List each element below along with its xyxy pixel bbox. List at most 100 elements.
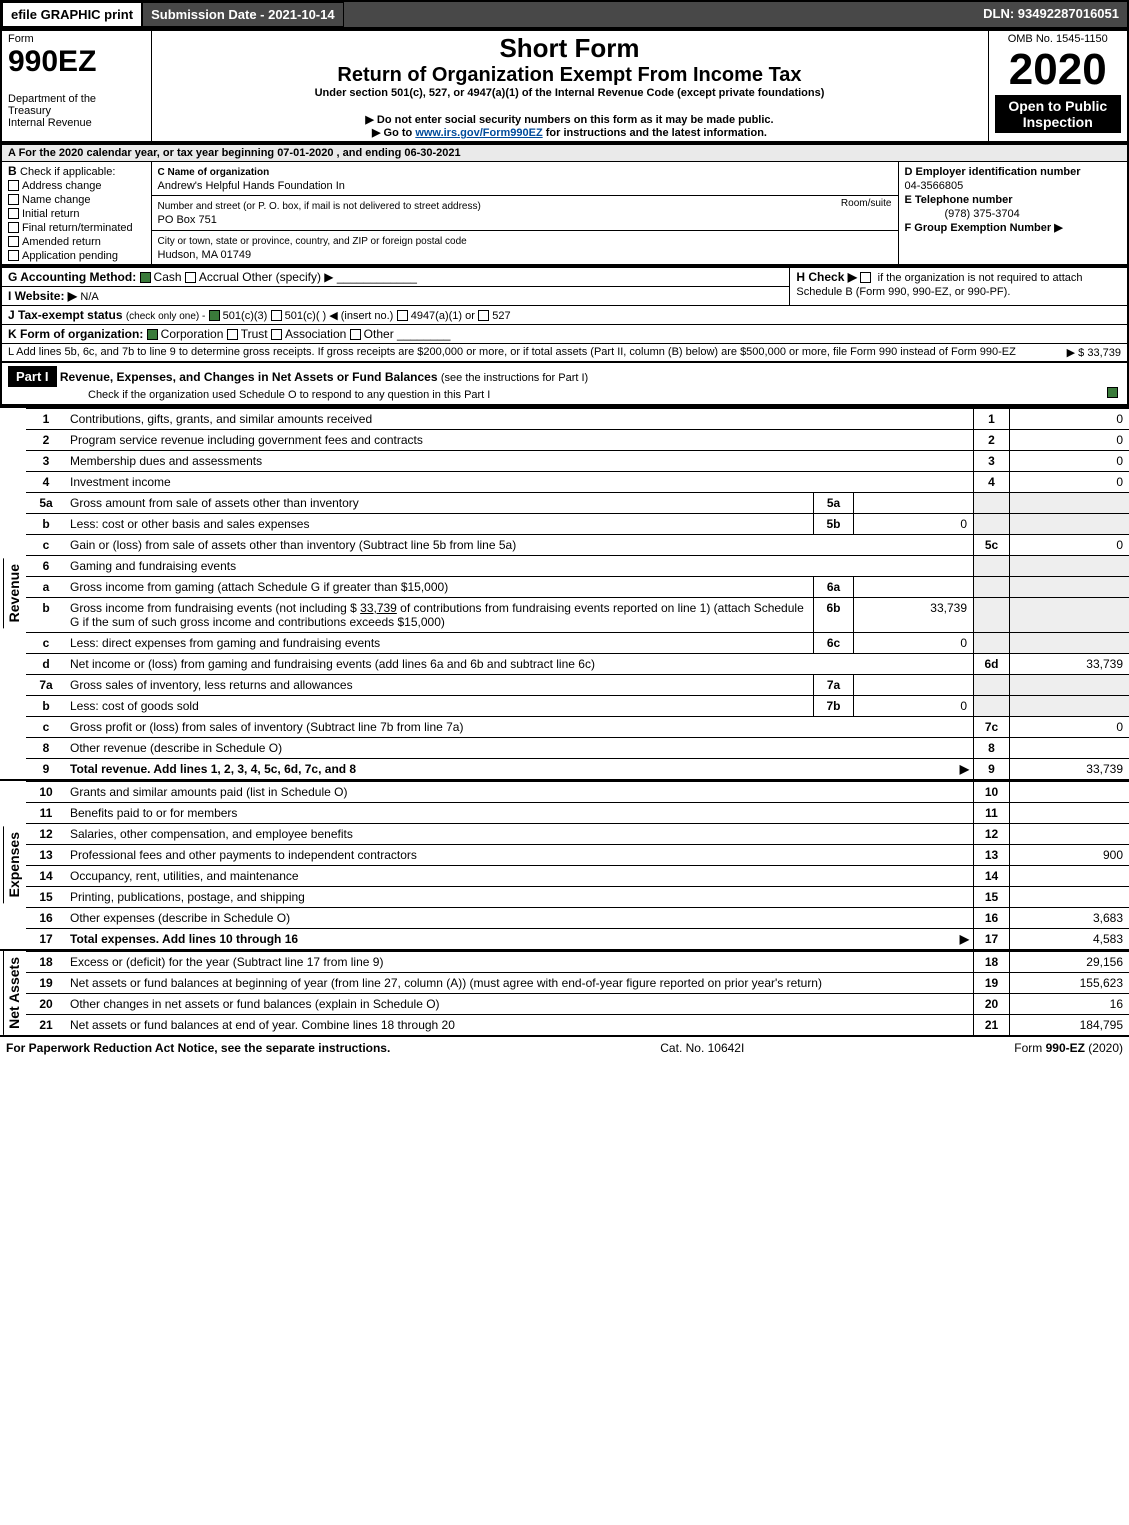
c-name-label: C Name of organization bbox=[158, 167, 270, 178]
line-5b-sn: 5b bbox=[813, 514, 853, 534]
k-trust: Trust bbox=[241, 327, 268, 341]
org-name: Andrew's Helpful Hands Foundation In bbox=[158, 180, 345, 192]
check-cash[interactable] bbox=[140, 272, 151, 283]
submission-date-button[interactable]: Submission Date - 2021-10-14 bbox=[142, 2, 344, 27]
k-other: Other bbox=[364, 327, 394, 341]
line-6d-num: 6d bbox=[973, 654, 1009, 674]
check-h[interactable] bbox=[860, 272, 871, 283]
line-5a-desc: Gross amount from sale of assets other t… bbox=[66, 493, 813, 513]
check-assoc[interactable] bbox=[271, 329, 282, 340]
title-short-form: Short Form bbox=[158, 33, 982, 64]
title-return: Return of Organization Exempt From Incom… bbox=[158, 64, 982, 87]
line-6a-sv bbox=[853, 577, 973, 597]
h-label: H Check ▶ bbox=[796, 270, 857, 284]
section-b: B Check if applicable: Address change Na… bbox=[1, 162, 151, 266]
j-o4: 527 bbox=[492, 310, 510, 322]
line-2-desc: Program service revenue including govern… bbox=[66, 430, 973, 450]
line-19-desc: Net assets or fund balances at beginning… bbox=[66, 973, 973, 993]
g-label: G Accounting Method: bbox=[8, 270, 136, 284]
check-501c3[interactable] bbox=[209, 310, 220, 321]
k-corp: Corporation bbox=[161, 327, 224, 341]
check-accrual[interactable] bbox=[185, 272, 196, 283]
line-6c-sn: 6c bbox=[813, 633, 853, 653]
line-13-num: 13 bbox=[973, 845, 1009, 865]
line-6a-sn: 6a bbox=[813, 577, 853, 597]
ghijk-table: G Accounting Method: Cash Accrual Other … bbox=[0, 266, 1129, 363]
check-4947[interactable] bbox=[397, 310, 408, 321]
irs-link[interactable]: www.irs.gov/Form990EZ bbox=[415, 127, 542, 139]
line-a: A For the 2020 calendar year, or tax yea… bbox=[1, 144, 1128, 162]
line-8-num: 8 bbox=[973, 738, 1009, 758]
line-12-val bbox=[1009, 824, 1129, 844]
d-label: D Employer identification number bbox=[905, 166, 1081, 178]
check-amended[interactable] bbox=[8, 236, 19, 247]
footer-left: For Paperwork Reduction Act Notice, see … bbox=[6, 1041, 390, 1055]
check-527[interactable] bbox=[478, 310, 489, 321]
line-11-val bbox=[1009, 803, 1129, 823]
line-6c-desc: Less: direct expenses from gaming and fu… bbox=[66, 633, 813, 653]
phone-value: (978) 375-3704 bbox=[905, 208, 1020, 220]
k-assoc: Association bbox=[285, 327, 346, 341]
addr-value: PO Box 751 bbox=[158, 214, 217, 226]
check-other-org[interactable] bbox=[350, 329, 361, 340]
check-initial[interactable] bbox=[8, 208, 19, 219]
l-text: L Add lines 5b, 6c, and 7b to line 9 to … bbox=[8, 346, 1016, 358]
line-13-desc: Professional fees and other payments to … bbox=[66, 845, 973, 865]
line-18-val: 29,156 bbox=[1009, 952, 1129, 972]
part-i-header: Part I Revenue, Expenses, and Changes in… bbox=[0, 363, 1129, 406]
check-corp[interactable] bbox=[147, 329, 158, 340]
k-label: K Form of organization: bbox=[8, 327, 143, 341]
line-5c-val: 0 bbox=[1009, 535, 1129, 555]
part-i-title: Revenue, Expenses, and Changes in Net As… bbox=[60, 370, 438, 384]
room-label: Room/suite bbox=[841, 198, 892, 209]
line-7c-val: 0 bbox=[1009, 717, 1129, 737]
line-1-val: 0 bbox=[1009, 409, 1129, 429]
form-header-table: Form 990EZ Department of the Treasury In… bbox=[0, 29, 1129, 143]
goto-post: for instructions and the latest informat… bbox=[543, 127, 767, 139]
check-final[interactable] bbox=[8, 222, 19, 233]
f-label: F Group Exemption Number ▶ bbox=[905, 222, 1063, 234]
line-15-num: 15 bbox=[973, 887, 1009, 907]
line-13-val: 900 bbox=[1009, 845, 1129, 865]
line-6b-desc: Gross income from fundraising events (no… bbox=[66, 598, 813, 632]
part-i-tag: Part I bbox=[8, 366, 57, 387]
open-inspection: Open to Public Inspection bbox=[995, 95, 1122, 133]
dept-line1: Department of the bbox=[8, 93, 145, 105]
line-21-desc: Net assets or fund balances at end of ye… bbox=[66, 1015, 973, 1035]
line-19-num: 19 bbox=[973, 973, 1009, 993]
check-schedule-o[interactable] bbox=[1107, 387, 1118, 398]
line-10-val bbox=[1009, 782, 1129, 802]
goto-line: ▶ Go to www.irs.gov/Form990EZ for instru… bbox=[158, 126, 982, 139]
line-9-desc: Total revenue. Add lines 1, 2, 3, 4, 5c,… bbox=[66, 759, 973, 779]
b-name: Name change bbox=[22, 194, 91, 206]
line-8-val bbox=[1009, 738, 1129, 758]
top-bar: efile GRAPHIC print Submission Date - 20… bbox=[0, 0, 1129, 29]
addr-label: Number and street (or P. O. box, if mail… bbox=[158, 201, 481, 212]
check-501c[interactable] bbox=[271, 310, 282, 321]
line-9-val: 33,739 bbox=[1009, 759, 1129, 779]
efile-print-button[interactable]: efile GRAPHIC print bbox=[2, 2, 142, 27]
net-assets-section: Net Assets 18Excess or (deficit) for the… bbox=[0, 949, 1129, 1037]
line-7b-desc: Less: cost of goods sold bbox=[66, 696, 813, 716]
line-4-num: 4 bbox=[973, 472, 1009, 492]
line-14-val bbox=[1009, 866, 1129, 886]
check-pending[interactable] bbox=[8, 250, 19, 261]
b-final: Final return/terminated bbox=[22, 222, 133, 234]
line-7a-sv bbox=[853, 675, 973, 695]
line-6b-sn: 6b bbox=[813, 598, 853, 632]
check-address[interactable] bbox=[8, 180, 19, 191]
topbar-spacer bbox=[344, 2, 976, 27]
line-6a-desc: Gross income from gaming (attach Schedul… bbox=[66, 577, 813, 597]
line-20-num: 20 bbox=[973, 994, 1009, 1014]
j-o2: 501(c)( ) ◀ (insert no.) bbox=[285, 310, 394, 322]
page-footer: For Paperwork Reduction Act Notice, see … bbox=[0, 1037, 1129, 1059]
check-name[interactable] bbox=[8, 194, 19, 205]
line-18-num: 18 bbox=[973, 952, 1009, 972]
line-3-num: 3 bbox=[973, 451, 1009, 471]
check-trust[interactable] bbox=[227, 329, 238, 340]
line-6-desc: Gaming and fundraising events bbox=[66, 556, 973, 576]
omb-number: OMB No. 1545-1150 bbox=[995, 33, 1122, 45]
line-5c-desc: Gain or (loss) from sale of assets other… bbox=[66, 535, 973, 555]
g-other: Other (specify) ▶ bbox=[242, 270, 333, 284]
part-i-paren: (see the instructions for Part I) bbox=[441, 372, 588, 384]
